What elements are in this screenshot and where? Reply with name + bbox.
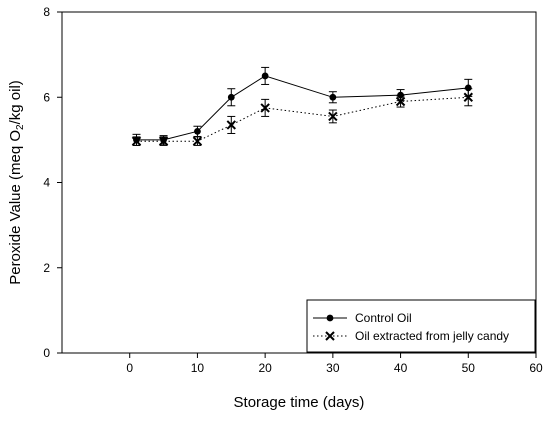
series-2-point <box>395 96 406 107</box>
series-2-point <box>463 92 473 102</box>
series-1-point <box>464 84 472 92</box>
x-marker-stroke <box>325 331 335 341</box>
series-layer <box>131 66 473 146</box>
x-tick-label: 50 <box>462 361 476 375</box>
x-tick-label: 10 <box>191 361 205 375</box>
series-1-point <box>329 93 337 101</box>
x-marker-stroke <box>226 120 236 130</box>
series-1-point <box>261 72 269 80</box>
series-2-line <box>136 96 469 142</box>
series-2-point <box>226 120 236 130</box>
y-tick-label: 2 <box>43 261 50 275</box>
y-tick-label: 0 <box>43 346 50 360</box>
x-marker-stroke <box>158 136 169 146</box>
x-tick-label: 40 <box>394 361 408 375</box>
x-marker-stroke <box>192 136 203 146</box>
x-marker-stroke <box>463 92 473 102</box>
series-1-point <box>397 91 404 99</box>
legend-box <box>306 299 536 353</box>
x-tick-label: 20 <box>258 361 272 375</box>
series-2 <box>131 88 473 146</box>
legend-marker <box>325 331 335 341</box>
legend-label: Oil extracted from jelly candy <box>355 329 509 343</box>
legend-entry-1: Control Oil <box>313 311 412 325</box>
legend-entry-2: Oil extracted from jelly candy <box>313 329 509 343</box>
y-axis-title: Peroxide Value (meq O2/kg oil) <box>7 80 26 285</box>
legend: Control Oil Oil extracted from jelly cand… <box>306 299 536 353</box>
series-2-point <box>260 103 270 113</box>
y-tick-label: 6 <box>43 90 50 104</box>
y-tick-label: 4 <box>43 176 50 190</box>
legend-marker <box>326 314 334 322</box>
series-1-point <box>227 93 235 101</box>
axes: 0 10 20 30 40 50 60 0 2 4 6 8 <box>43 5 543 375</box>
series-1-point <box>194 127 201 135</box>
x-axis-title: Storage time (days) <box>234 394 365 411</box>
y-axis-title-main: Peroxide Value (meq O <box>7 130 24 285</box>
x-tick-label: 60 <box>529 361 543 375</box>
y-axis-title-tail: /kg oil) <box>7 80 24 124</box>
x-marker-stroke <box>260 103 270 113</box>
series-2-point <box>328 111 338 122</box>
series-2-point <box>158 136 169 146</box>
x-marker-stroke <box>328 111 338 122</box>
series-1-line <box>136 75 469 141</box>
legend-label: Control Oil <box>355 311 412 325</box>
series-1 <box>132 66 473 146</box>
x-tick-label: 30 <box>326 361 340 375</box>
x-tick-label: 0 <box>126 361 133 375</box>
series-2-point <box>192 136 203 146</box>
legend-entries: Control Oil Oil extracted from jelly cand… <box>313 311 509 343</box>
x-marker-stroke <box>131 136 142 146</box>
x-marker-stroke <box>395 96 406 107</box>
series-2-point <box>131 136 142 146</box>
y-tick-label: 8 <box>43 5 50 19</box>
y-axis-title-subscript: 2 <box>15 124 26 130</box>
